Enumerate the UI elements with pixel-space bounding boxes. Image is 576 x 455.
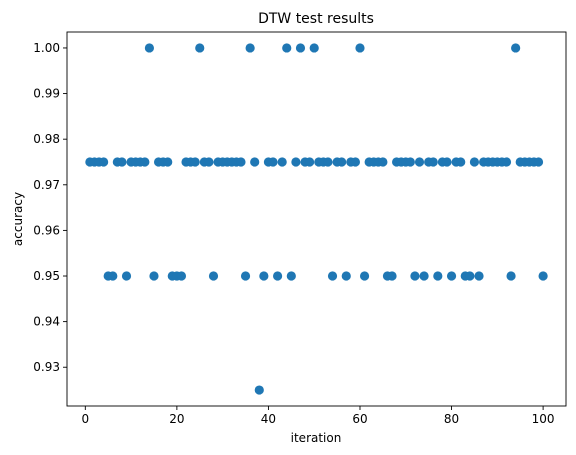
y-tick-label: 0.93 bbox=[33, 360, 60, 374]
data-point bbox=[538, 271, 548, 281]
data-point bbox=[240, 271, 251, 281]
data-point bbox=[501, 157, 512, 167]
data-point bbox=[277, 157, 287, 167]
x-tick-label: 0 bbox=[81, 412, 89, 426]
data-point bbox=[337, 157, 347, 167]
data-point bbox=[433, 271, 443, 281]
x-tick-label: 20 bbox=[169, 412, 184, 426]
y-tick-label: 0.95 bbox=[33, 269, 60, 283]
data-point bbox=[204, 157, 214, 167]
x-axis-label: iteration bbox=[291, 431, 342, 445]
data-point bbox=[282, 43, 292, 53]
data-point bbox=[272, 271, 283, 281]
data-point bbox=[446, 271, 457, 281]
data-point bbox=[410, 271, 420, 281]
y-axis-ticks: 0.93 0.94 0.95 0.96 0.97 0.98 0.99 1.00 bbox=[33, 41, 67, 374]
x-tick-label: 60 bbox=[352, 412, 367, 426]
data-point bbox=[474, 271, 484, 281]
data-point bbox=[121, 271, 132, 281]
data-point bbox=[350, 157, 361, 167]
data-point bbox=[341, 271, 351, 281]
data-point bbox=[108, 271, 118, 281]
y-tick-label: 0.97 bbox=[33, 178, 60, 192]
data-point bbox=[208, 271, 219, 281]
data-point bbox=[419, 271, 429, 281]
y-axis-label: accuracy bbox=[11, 192, 25, 246]
x-tick-label: 40 bbox=[261, 412, 276, 426]
data-point bbox=[245, 43, 255, 53]
data-point bbox=[323, 157, 333, 167]
data-point bbox=[414, 157, 425, 167]
data-point bbox=[99, 157, 109, 167]
data-points bbox=[85, 43, 548, 395]
data-point bbox=[195, 43, 205, 53]
x-axis-ticks: 0 20 40 60 80 100 bbox=[81, 406, 555, 426]
data-point bbox=[355, 43, 365, 53]
data-point bbox=[250, 157, 260, 167]
data-point bbox=[259, 271, 269, 281]
data-point bbox=[163, 157, 173, 167]
data-point bbox=[428, 157, 438, 167]
data-point bbox=[149, 271, 159, 281]
data-point bbox=[291, 157, 301, 167]
data-point bbox=[387, 271, 397, 281]
x-tick-label: 100 bbox=[532, 412, 555, 426]
data-point bbox=[405, 157, 415, 167]
y-tick-label: 0.99 bbox=[33, 87, 60, 101]
data-point bbox=[236, 157, 246, 167]
y-tick-label: 0.98 bbox=[33, 132, 60, 146]
data-point bbox=[190, 157, 200, 167]
data-point bbox=[359, 271, 370, 281]
data-point bbox=[511, 43, 521, 53]
chart-title: DTW test results bbox=[258, 11, 374, 27]
data-point bbox=[533, 157, 544, 167]
y-tick-label: 0.94 bbox=[33, 315, 60, 329]
data-point bbox=[254, 385, 264, 395]
data-point bbox=[442, 157, 452, 167]
data-point bbox=[144, 43, 154, 53]
x-tick-label: 80 bbox=[444, 412, 459, 426]
data-point bbox=[295, 43, 306, 53]
data-point bbox=[469, 157, 480, 167]
data-point bbox=[117, 157, 127, 167]
data-point bbox=[140, 157, 150, 167]
data-point bbox=[176, 271, 187, 281]
data-point bbox=[327, 271, 338, 281]
data-point bbox=[465, 271, 475, 281]
data-point bbox=[309, 43, 319, 53]
data-point bbox=[456, 157, 466, 167]
data-point bbox=[268, 157, 278, 167]
plot-area-frame bbox=[66, 31, 567, 407]
y-tick-label: 0.96 bbox=[33, 223, 60, 237]
data-point bbox=[378, 157, 388, 167]
data-point bbox=[506, 271, 516, 281]
data-point bbox=[286, 271, 296, 281]
data-point bbox=[305, 157, 315, 167]
y-tick-label: 1.00 bbox=[33, 41, 60, 55]
